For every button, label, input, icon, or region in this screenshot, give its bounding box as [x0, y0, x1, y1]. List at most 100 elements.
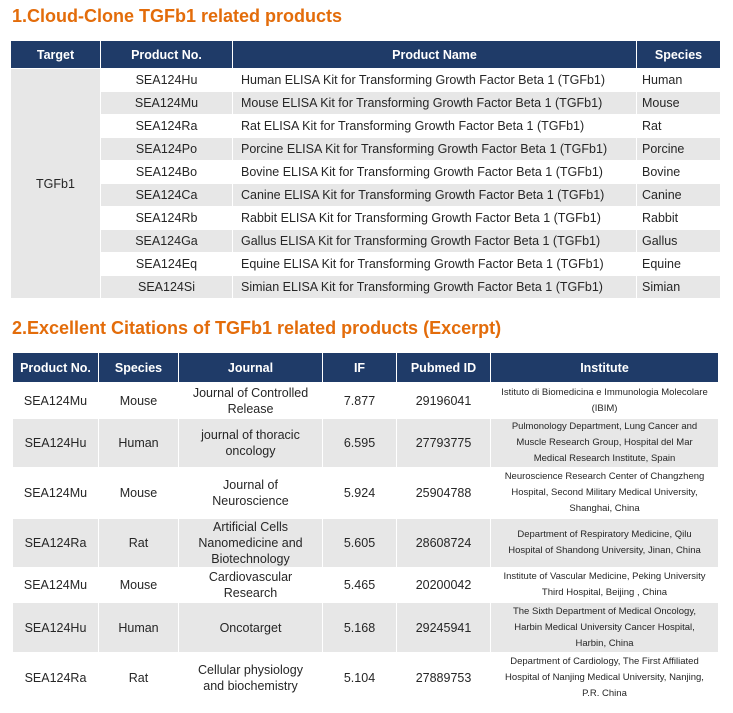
species: Gallus	[636, 229, 721, 253]
table-row: SEA124Hu Human journal of thoracic oncol…	[12, 418, 719, 468]
table-row: SEA124Mu Mouse ELISA Kit for Transformin…	[11, 91, 721, 115]
journal: Cellular physiology and biochemistry	[178, 652, 323, 703]
journal: Artificial Cells Nanomedicine and Biotec…	[178, 518, 323, 568]
journal: Journal of Neuroscience	[178, 467, 323, 519]
species: Human	[98, 418, 179, 468]
product-number: SEA124Hu	[12, 602, 99, 653]
product-number: SEA124Mu	[12, 567, 99, 603]
product-name: Canine ELISA Kit for Transforming Growth…	[232, 183, 637, 207]
species: Rat	[98, 518, 179, 568]
pubmed-id: 25904788	[396, 467, 491, 519]
product-name: Mouse ELISA Kit for Transforming Growth …	[232, 91, 637, 115]
institute: Pulmonology Department, Lung Cancer and …	[490, 418, 719, 468]
product-number: SEA124Rb	[100, 206, 233, 230]
section2-title: 2.Excellent Citations of TGFb1 related p…	[12, 318, 502, 338]
product-number: SEA124Eq	[100, 252, 233, 276]
table-row: SEA124Bo Bovine ELISA Kit for Transformi…	[11, 160, 721, 184]
product-name: Equine ELISA Kit for Transforming Growth…	[232, 252, 637, 276]
table-row: SEA124Rb Rabbit ELISA Kit for Transformi…	[11, 206, 721, 230]
species: Human	[98, 602, 179, 653]
citations-table: Product No. Species Journal IF Pubmed ID…	[12, 352, 719, 703]
header-species: Species	[636, 40, 721, 69]
journal: Cardiovascular Research	[178, 567, 323, 603]
product-number: SEA124Ra	[12, 518, 99, 568]
impact-factor: 6.595	[322, 418, 397, 468]
products-table: Target Product No. Product Name Species …	[10, 40, 721, 299]
header-product-no: Product No.	[12, 352, 99, 383]
species: Porcine	[636, 137, 721, 161]
product-number: SEA124Po	[100, 137, 233, 161]
product-name: Rabbit ELISA Kit for Transforming Growth…	[232, 206, 637, 230]
table-row: SEA124Mu Mouse Journal of Controlled Rel…	[12, 382, 719, 419]
table-row: SEA124Ca Canine ELISA Kit for Transformi…	[11, 183, 721, 207]
table-row: SEA124Ra Rat Artificial Cells Nanomedici…	[12, 518, 719, 568]
product-number: SEA124Ca	[100, 183, 233, 207]
pubmed-id: 28608724	[396, 518, 491, 568]
species: Rabbit	[636, 206, 721, 230]
table-row: SEA124Hu Human Oncotarget 5.168 29245941…	[12, 602, 719, 653]
institute: Neuroscience Research Center of Changzhe…	[490, 467, 719, 519]
product-number: SEA124Ra	[100, 114, 233, 138]
product-number: SEA124Si	[100, 275, 233, 299]
species: Rat	[636, 114, 721, 138]
pubmed-id: 29245941	[396, 602, 491, 653]
impact-factor: 7.877	[322, 382, 397, 419]
table-row: SEA124Ra Rat Cellular physiology and bio…	[12, 652, 719, 703]
pubmed-id: 20200042	[396, 567, 491, 603]
species: Rat	[98, 652, 179, 703]
journal: journal of thoracic oncology	[178, 418, 323, 468]
product-number: SEA124Ra	[12, 652, 99, 703]
product-name: Human ELISA Kit for Transforming Growth …	[232, 68, 637, 92]
institute: Department of Respiratory Medicine, Qilu…	[490, 518, 719, 568]
table-row: SEA124Eq Equine ELISA Kit for Transformi…	[11, 252, 721, 276]
table-row: SEA124Si Simian ELISA Kit for Transformi…	[11, 275, 721, 299]
impact-factor: 5.605	[322, 518, 397, 568]
table-row: SEA124Ga Gallus ELISA Kit for Transformi…	[11, 229, 721, 253]
species: Human	[636, 68, 721, 92]
species: Mouse	[98, 382, 179, 419]
section1-title: 1.Cloud-Clone TGFb1 related products	[12, 6, 343, 26]
pubmed-id: 29196041	[396, 382, 491, 419]
species: Equine	[636, 252, 721, 276]
product-number: SEA124Bo	[100, 160, 233, 184]
institute: Institute of Vascular Medicine, Peking U…	[490, 567, 719, 603]
product-name: Simian ELISA Kit for Transforming Growth…	[232, 275, 637, 299]
institute: Department of Cardiology, The First Affi…	[490, 652, 719, 703]
impact-factor: 5.168	[322, 602, 397, 653]
species: Mouse	[98, 567, 179, 603]
product-name: Bovine ELISA Kit for Transforming Growth…	[232, 160, 637, 184]
institute: The Sixth Department of Medical Oncology…	[490, 602, 719, 653]
species: Bovine	[636, 160, 721, 184]
table-row: SEA124Mu Mouse Journal of Neuroscience 5…	[12, 467, 719, 519]
header-pubmed-id: Pubmed ID	[396, 352, 491, 383]
header-journal: Journal	[178, 352, 323, 383]
impact-factor: 5.465	[322, 567, 397, 603]
table-row: SEA124Ra Rat ELISA Kit for Transforming …	[11, 114, 721, 138]
product-number: SEA124Mu	[100, 91, 233, 115]
product-name: Gallus ELISA Kit for Transforming Growth…	[232, 229, 637, 253]
product-number: SEA124Mu	[12, 467, 99, 519]
journal: Journal of Controlled Release	[178, 382, 323, 419]
pubmed-id: 27793775	[396, 418, 491, 468]
product-name: Rat ELISA Kit for Transforming Growth Fa…	[232, 114, 637, 138]
table-row: SEA124Mu Mouse Cardiovascular Research 5…	[12, 567, 719, 603]
product-number: SEA124Mu	[12, 382, 99, 419]
header-institute: Institute	[490, 352, 719, 383]
header-species: Species	[98, 352, 179, 383]
product-number: SEA124Hu	[100, 68, 233, 92]
products-table-header: Target Product No. Product Name Species	[10, 40, 721, 69]
citations-table-header: Product No. Species Journal IF Pubmed ID…	[12, 352, 719, 383]
journal: Oncotarget	[178, 602, 323, 653]
header-product-no: Product No.	[100, 40, 233, 69]
product-number: SEA124Hu	[12, 418, 99, 468]
header-impact-factor: IF	[322, 352, 397, 383]
table-row: TGFb1 SEA124Hu Human ELISA Kit for Trans…	[10, 68, 721, 299]
species: Canine	[636, 183, 721, 207]
product-number: SEA124Ga	[100, 229, 233, 253]
institute: Istituto di Biomedicina e Immunologia Mo…	[490, 382, 719, 419]
impact-factor: 5.104	[322, 652, 397, 703]
product-name: Porcine ELISA Kit for Transforming Growt…	[232, 137, 637, 161]
species: Mouse	[636, 91, 721, 115]
header-target: Target	[10, 40, 101, 69]
target-cell: TGFb1	[10, 68, 101, 299]
